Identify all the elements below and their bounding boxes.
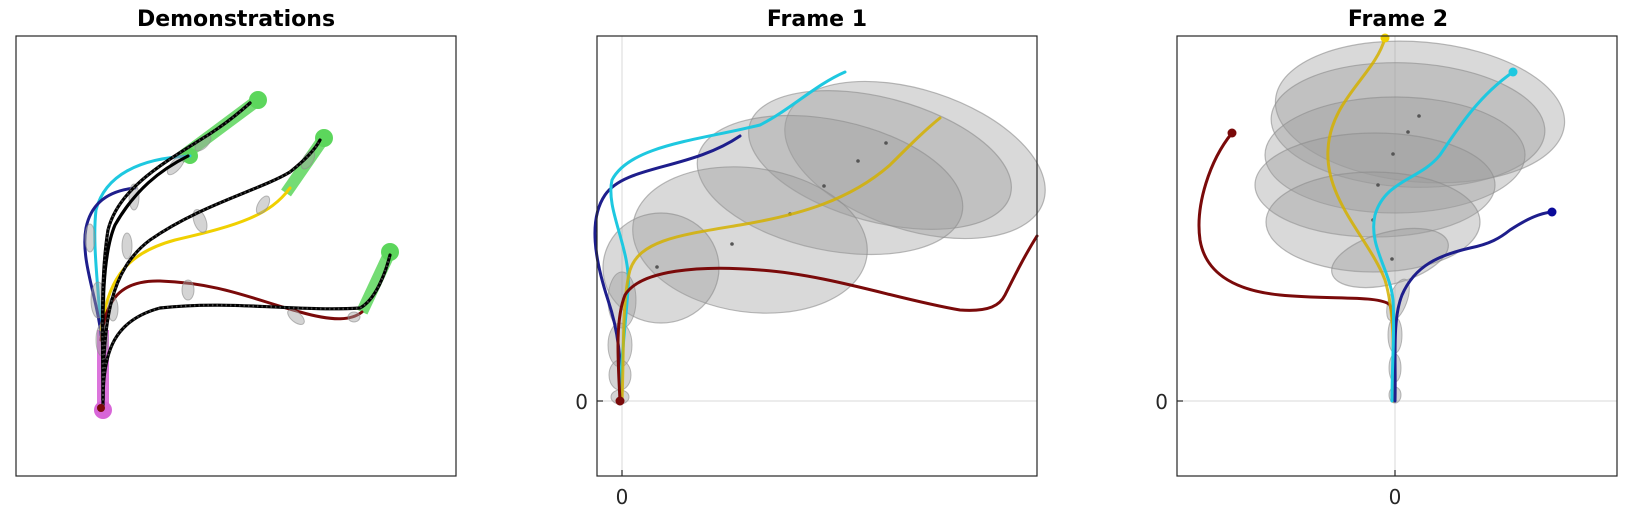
start-point [97,404,105,412]
axes-frame [15,35,457,477]
gaussian-ellipse [84,223,96,253]
trajectory-darkred [99,279,364,342]
gaussian-center [1406,130,1410,134]
trajectory-yellow [99,186,292,332]
panel-title-demonstrations: Demonstrations [137,7,335,32]
demo-trajectories [83,154,364,342]
gaussian-ellipse [748,90,1012,230]
end-point [1227,128,1237,138]
reproduction-trajectory [101,154,190,402]
gaussian-ellipse [181,279,195,301]
gaussian-ellipse [1331,227,1449,289]
reproduction-dots [102,254,391,401]
frame-marker [281,134,329,197]
panel-frame-1: Frame 1 [575,7,1046,509]
trajectory-cyan [1372,70,1515,403]
gaussian-center [856,159,860,163]
panel-title-frame-1: Frame 1 [767,7,867,32]
x-tick-label: 0 [1389,485,1402,509]
trajectory-cyan [93,154,192,337]
reproductions [97,101,392,412]
gmm-ellipses [84,134,361,357]
panel-frame-2: Frame 2 [1155,7,1618,509]
trajectory-navy [1393,210,1554,403]
axes-frame [596,35,1038,477]
gaussian-ellipse [255,195,271,215]
gaussian-center [655,265,659,269]
reproduction-trajectory [101,253,392,402]
gaussian-center [1390,257,1394,261]
end-point [1380,33,1390,43]
gaussian-ellipse [1274,40,1566,184]
trajectory-darkred [616,234,1039,403]
gmm-ellipses [1254,40,1566,404]
y-tick-label: 0 [1155,390,1168,414]
x-tick-label: 0 [616,485,629,509]
gaussian-ellipse [287,309,305,325]
trajectories [593,70,1039,406]
axes-frame [1176,35,1618,477]
gmm-ellipses [602,80,1046,405]
y-tick-label: 0 [575,390,588,414]
reproduction-dots [102,139,321,401]
trajectory-yellow [620,116,942,403]
gaussian-center [1417,114,1421,118]
gaussian-center [884,141,888,145]
gaussian-ellipse [192,209,208,233]
gaussian-center [730,242,734,246]
gaussian-center [1376,183,1380,187]
reproduction-trajectory [101,138,322,402]
start-point [615,396,625,406]
gaussian-center [822,184,826,188]
panel-title-frame-2: Frame 2 [1348,7,1448,32]
end-point [1508,67,1518,77]
end-point [1547,207,1557,217]
frame-marker [249,91,267,109]
gaussian-ellipse [121,232,133,260]
frame-marker [381,243,399,261]
panel-demonstrations: Demonstrations [15,7,457,477]
gaussian-ellipse [1270,62,1546,188]
gaussian-ellipse [347,311,361,323]
trajectories [1197,33,1557,403]
gaussian-center [1391,152,1395,156]
